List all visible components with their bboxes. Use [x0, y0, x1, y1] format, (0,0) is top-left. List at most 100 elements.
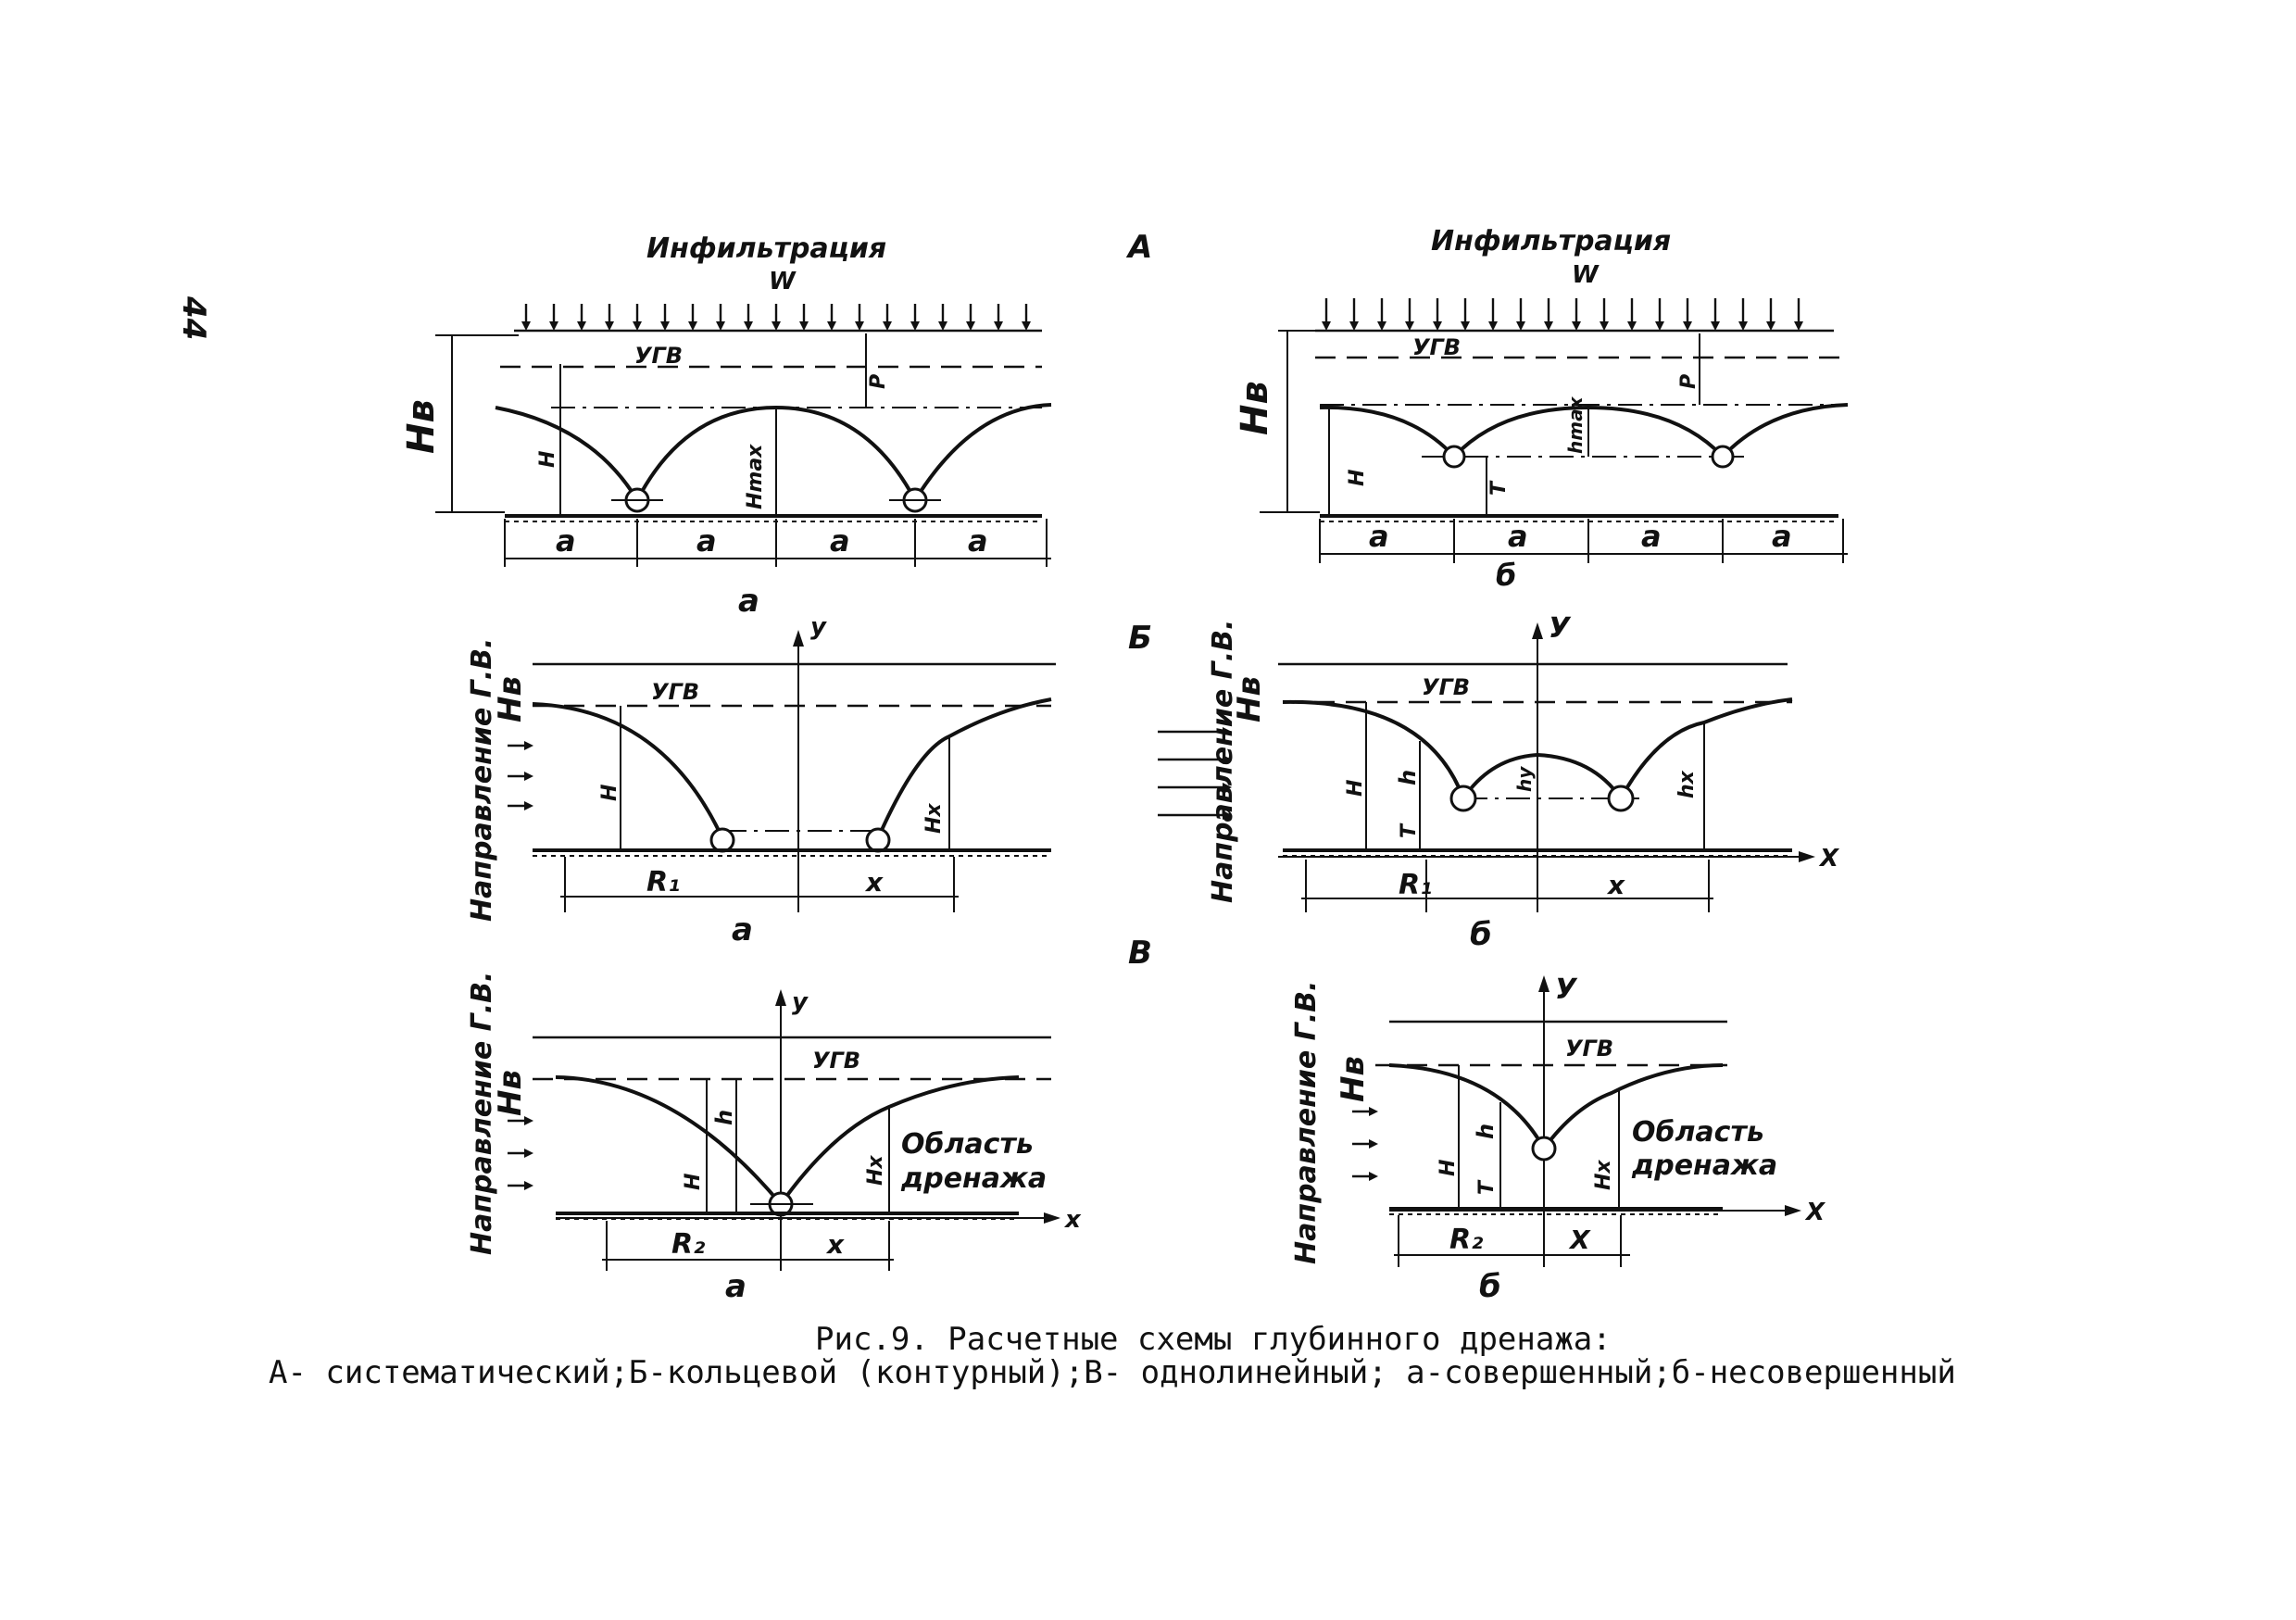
figure-caption-line-1: Рис.9. Расчетные схемы глубинного дренаж… [815, 1321, 1612, 1358]
drain-area-label-1: Область [1632, 1116, 1764, 1149]
arrow-head [1369, 1139, 1378, 1149]
a-dim-2: a [696, 523, 717, 559]
page-number: 44 [175, 295, 212, 340]
hx-label: hx [1675, 770, 1699, 798]
arrow-head [772, 321, 781, 331]
arrow-head [1349, 321, 1359, 331]
arrow-head [1405, 321, 1414, 331]
w-label: W [1572, 261, 1600, 289]
h-label: H [1344, 780, 1367, 797]
h-small-label: h [1473, 1124, 1499, 1139]
p-label: P [867, 374, 890, 389]
arrow-head [1322, 321, 1331, 331]
arrow-head [1022, 321, 1031, 331]
arrow-head [521, 321, 531, 331]
a-dim-3: a [830, 523, 850, 559]
arrow-head [744, 321, 753, 331]
gw-direction-label: Направление Г.В. [1290, 981, 1323, 1264]
arrow-head [827, 321, 836, 331]
x-axis-label: x [1063, 1206, 1082, 1234]
panel-b-perfect: Направление Г.В. Hв УГВ y H Hx R₁ x а [466, 613, 1056, 948]
arrow-head [910, 321, 920, 331]
r1-label: R₁ [1399, 869, 1432, 901]
h-label: H [1346, 470, 1369, 486]
arrow-head [524, 1116, 533, 1125]
arrow-head [966, 321, 975, 331]
t-label: T [1487, 480, 1511, 496]
arrow-head [1600, 321, 1609, 331]
h-label: H [598, 785, 621, 801]
arrow-head [1683, 321, 1692, 331]
drain-area-label-2: дренажа [900, 1162, 1047, 1195]
h-label: H [682, 1174, 705, 1190]
ugv-label: УГВ [651, 679, 699, 705]
sublabel-b: б [1479, 1268, 1501, 1305]
sublabel-b: б [1470, 916, 1492, 953]
hb-label: Hв [1335, 1056, 1372, 1102]
arrow-head [524, 1181, 533, 1190]
arrow-head [1572, 321, 1581, 331]
infiltration-label: Инфильтрация [1431, 225, 1671, 257]
infiltration-arrows [1322, 298, 1803, 331]
arrow-head [1223, 810, 1232, 820]
section-label-b: Б [1128, 620, 1152, 657]
groundwater-arrows [1158, 727, 1232, 820]
arrow-head [1544, 321, 1553, 331]
a-dim-3: a [1641, 519, 1662, 554]
t-label: T [1398, 823, 1421, 838]
y-axis-label: y [792, 988, 809, 1016]
h-label: H [1437, 1160, 1460, 1176]
arrow-head [524, 1149, 533, 1158]
h-small-label: h [1395, 770, 1421, 785]
p-label: P [1677, 374, 1700, 389]
arrow-head [1794, 321, 1803, 331]
arrow-head [688, 321, 697, 331]
arrow-head [549, 321, 558, 331]
w-label: W [769, 268, 797, 295]
drain-area-label-1: Область [901, 1128, 1034, 1161]
hx-label: Hx [922, 803, 946, 834]
y-axis-label: У [1549, 612, 1572, 645]
hx-label: Hx [864, 1155, 887, 1186]
t-label: T [1475, 1179, 1499, 1195]
groundwater-arrows [508, 1116, 533, 1190]
gw-direction-label: Направление Г.В. [466, 972, 498, 1255]
sublabel-b: б [1496, 558, 1516, 593]
panel-a-perfect: Инфильтрация W Hв УГВ P H Hmax a a a [400, 232, 1052, 620]
sublabel-a: а [725, 1268, 747, 1305]
r1-label: R₁ [646, 866, 680, 898]
sublabel-a: а [732, 911, 753, 948]
arrow-head [633, 321, 642, 331]
arrow-head [716, 321, 725, 331]
panel-v-perfect: Направление Г.В. Hв УГВ y x H h Hx Облас… [466, 972, 1082, 1305]
ugv-label: УГВ [1422, 674, 1470, 700]
arrow-head [1223, 727, 1232, 736]
x-label: x [825, 1229, 845, 1260]
y-axis-label: У [1555, 973, 1578, 1006]
x-axis-label: X [1804, 1199, 1826, 1226]
arrow-head [1369, 1172, 1378, 1181]
arrow-head [1377, 321, 1386, 331]
a-dim-1: a [1369, 519, 1389, 554]
arrow-head [799, 321, 809, 331]
h-small-label: h [711, 1110, 737, 1125]
arrow-head [577, 321, 586, 331]
y-axis-label: y [810, 613, 827, 641]
arrow-head [1738, 321, 1748, 331]
arrow-head [524, 772, 533, 781]
a-dim-4: a [1772, 519, 1792, 554]
ugv-label: УГВ [812, 1048, 860, 1074]
sublabel-a: а [738, 583, 759, 620]
r2-label: R₂ [1449, 1224, 1483, 1256]
hb-label: Hв [1234, 381, 1276, 435]
groundwater-arrows [1352, 1107, 1378, 1181]
arrow-head [1223, 755, 1232, 764]
hy-label: hy [1513, 766, 1536, 792]
infiltration-arrows [521, 304, 1031, 331]
arrow-head [1461, 321, 1470, 331]
arrow-head [1223, 783, 1232, 792]
panel-b-imperfect: Направление Г.В. Hв УГВ У X H h T hy hx [1158, 612, 1840, 953]
hb-label: Hв [492, 676, 529, 722]
